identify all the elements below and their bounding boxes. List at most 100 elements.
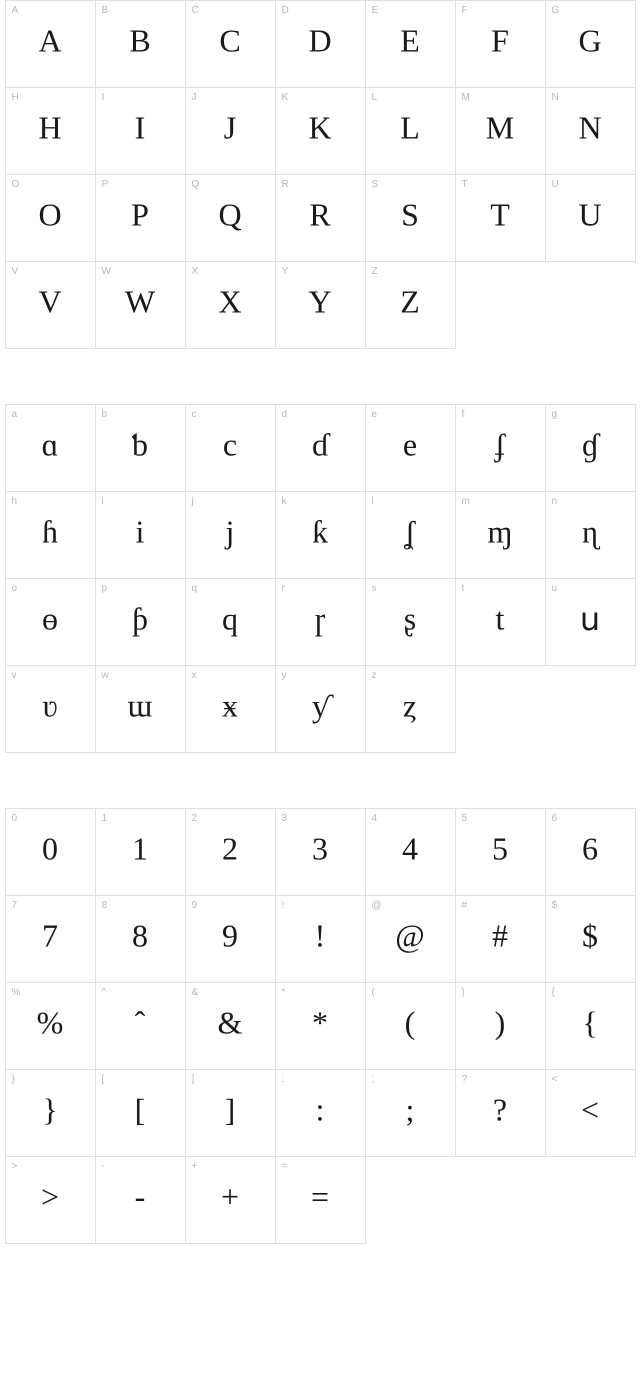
cell-label: B [102, 5, 109, 16]
glyph-cell: 22 [185, 808, 276, 896]
cell-label: a [12, 409, 18, 420]
glyph-cell: WW [95, 261, 186, 349]
cell-label: ; [372, 1074, 375, 1085]
glyph-cell: gɠ [545, 404, 636, 492]
cell-label: 1 [102, 813, 108, 824]
cell-label: 3 [282, 813, 288, 824]
cell-label: ! [282, 900, 285, 911]
glyph-cell: lʆ [365, 491, 456, 579]
glyph-cell: yƴ [275, 665, 366, 753]
cell-label: f [462, 409, 465, 420]
glyph-cell: OO [5, 174, 96, 262]
cell-label: > [12, 1161, 18, 1172]
cell-glyph: ƥ [132, 600, 148, 637]
cell-glyph: ӿ [222, 687, 238, 724]
glyph-cell: (( [365, 982, 456, 1070]
cell-glyph: > [41, 1178, 59, 1215]
empty-cell [545, 1156, 635, 1244]
glyph-cell: {{ [545, 982, 636, 1070]
cell-glyph: 2 [222, 830, 238, 867]
glyph-cell: EE [365, 0, 456, 88]
cell-label: < [552, 1074, 558, 1085]
cell-glyph: ʂ [404, 600, 416, 637]
glyph-cell: 99 [185, 895, 276, 983]
cell-glyph: ɯ [128, 687, 153, 724]
cell-glyph: = [311, 1178, 329, 1215]
glyph-cell: ^ˆ [95, 982, 186, 1070]
cell-label: s [372, 583, 377, 594]
cell-label: c [192, 409, 197, 420]
cell-label: G [552, 5, 560, 16]
cell-glyph: N [578, 109, 601, 146]
cell-glyph: P [131, 196, 149, 233]
empty-cell [365, 1156, 455, 1244]
cell-label: n [552, 496, 558, 507]
cell-glyph: ɱ [488, 513, 513, 550]
cell-label: X [192, 266, 199, 277]
cell-label: S [372, 179, 379, 190]
cell-glyph: ս [580, 599, 600, 637]
cell-label: 2 [192, 813, 198, 824]
cell-label: m [462, 496, 470, 507]
cell-glyph: ɠ [582, 426, 598, 463]
glyph-cell: fʄ [455, 404, 546, 492]
cell-glyph: K [308, 109, 331, 146]
cell-glyph: E [400, 22, 420, 59]
character-map-page: AA BB CC DD EE FF GG HH II JJ KK LL MM N… [0, 0, 640, 1244]
cell-label: p [102, 583, 108, 594]
cell-label: 9 [192, 900, 198, 911]
cell-glyph: X [218, 283, 241, 320]
cell-label: M [462, 92, 470, 103]
cell-label: L [372, 92, 378, 103]
cell-glyph: ; [406, 1091, 415, 1128]
glyph-cell: uս [545, 578, 636, 666]
cell-label: % [12, 987, 21, 998]
cell-glyph: 7 [42, 917, 58, 954]
glyph-cell: -- [95, 1156, 186, 1244]
cell-label: ] [192, 1074, 195, 1085]
cell-glyph: G [578, 22, 601, 59]
cell-glyph: U [578, 196, 601, 233]
cell-label: F [462, 5, 468, 16]
glyph-cell: cc [185, 404, 276, 492]
cell-label: W [102, 266, 111, 277]
cell-label: w [102, 670, 109, 681]
cell-label: 8 [102, 900, 108, 911]
cell-label: i [102, 496, 104, 507]
glyph-cell: pƥ [95, 578, 186, 666]
cell-label: g [552, 409, 558, 420]
glyph-cell: CC [185, 0, 276, 88]
cell-label: [ [102, 1074, 105, 1085]
cell-glyph: ɵ [42, 600, 58, 637]
glyph-cell: == [275, 1156, 366, 1244]
cell-label: V [12, 266, 19, 277]
cell-label: y [282, 670, 287, 681]
glyph-cell: XX [185, 261, 276, 349]
glyph-cell: ++ [185, 1156, 276, 1244]
glyph-cell: xӿ [185, 665, 276, 753]
cell-label: 0 [12, 813, 18, 824]
cell-label: H [12, 92, 19, 103]
glyph-cell: LL [365, 87, 456, 175]
cell-label: P [102, 179, 109, 190]
cell-label: ) [462, 987, 465, 998]
cell-glyph: M [486, 109, 514, 146]
cell-label: x [192, 670, 197, 681]
cell-label: E [372, 5, 379, 16]
cell-label: j [192, 496, 194, 507]
cell-label: K [282, 92, 289, 103]
cell-label: k [282, 496, 287, 507]
cell-label: v [12, 670, 17, 681]
cell-label: J [192, 92, 197, 103]
glyph-cell: oɵ [5, 578, 96, 666]
glyph-cell: rɼ [275, 578, 366, 666]
glyph-cell: AA [5, 0, 96, 88]
glyph-cell: zȥ [365, 665, 456, 753]
glyph-cell: MM [455, 87, 546, 175]
cell-label: $ [552, 900, 558, 911]
cell-label: z [372, 670, 377, 681]
glyph-cell: II [95, 87, 186, 175]
glyph-cell: 44 [365, 808, 456, 896]
glyph-cell: GG [545, 0, 636, 88]
glyph-cell: kƙ [275, 491, 366, 579]
